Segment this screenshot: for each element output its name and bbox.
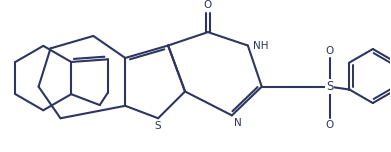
Text: O: O xyxy=(204,0,212,10)
Text: S: S xyxy=(155,121,161,131)
Text: O: O xyxy=(325,120,334,130)
Text: NH: NH xyxy=(253,41,269,50)
Text: O: O xyxy=(325,46,334,56)
Text: N: N xyxy=(235,118,242,128)
Text: S: S xyxy=(326,80,333,93)
